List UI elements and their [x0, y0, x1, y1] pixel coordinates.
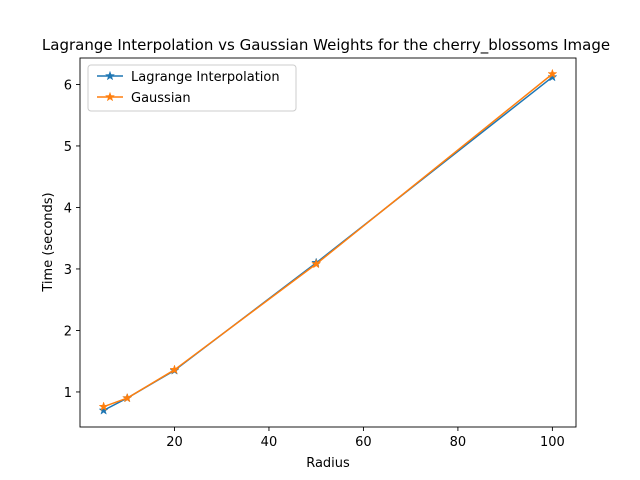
x-tick-label: 40 [261, 435, 278, 450]
series-point-1 [547, 68, 558, 79]
series-point-1 [122, 392, 133, 403]
legend-label: Lagrange Interpolation [131, 70, 280, 85]
x-tick-label: 60 [355, 435, 372, 450]
plot-frame [79, 57, 577, 428]
series-point-0 [98, 405, 109, 415]
chart-title: Lagrange Interpolation vs Gaussian Weigh… [42, 36, 610, 55]
y-tick-label: 5 [64, 140, 72, 155]
legend-marker [104, 91, 116, 102]
x-tick-label: 100 [540, 435, 565, 450]
x-tick-label: 80 [450, 435, 467, 450]
y-tick-label: 6 [64, 78, 72, 93]
plot-area: 20 40 60 80 100 1 2 3 4 5 6 [64, 57, 577, 450]
legend-box [87, 64, 297, 112]
series-line-0 [103, 76, 553, 412]
x-axis-label: Radius [306, 456, 350, 471]
series-line-1 [103, 73, 553, 408]
y-tick-label: 2 [64, 324, 72, 339]
y-tick-label: 4 [64, 201, 72, 216]
series-point-1 [98, 401, 109, 412]
legend-marker [104, 70, 116, 81]
y-tick-label: 1 [64, 386, 72, 401]
series-point-0 [547, 71, 558, 82]
legend: Lagrange Interpolation Gaussian [87, 64, 297, 112]
series-point-1 [169, 364, 180, 375]
series-point-1 [311, 258, 322, 269]
y-axis-label: Time (seconds) [41, 192, 56, 292]
legend-label: Gaussian [131, 91, 191, 106]
y-tick-label: 3 [64, 263, 72, 278]
x-tick-label: 20 [166, 435, 183, 450]
